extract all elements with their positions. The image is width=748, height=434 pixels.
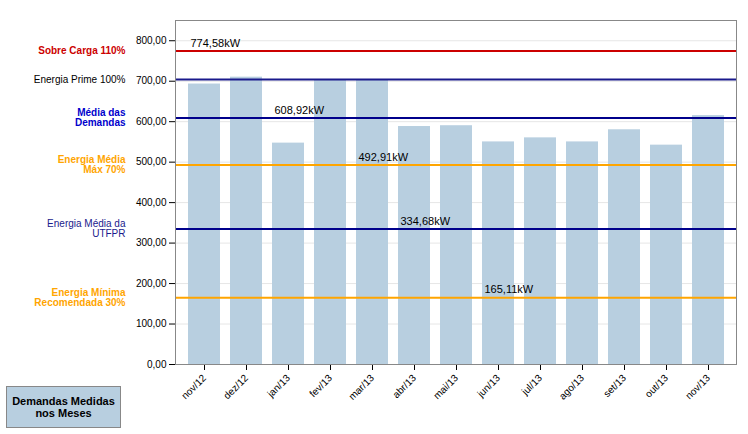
svg-text:774,58kW: 774,58kW [191,37,241,49]
svg-text:Média dasDemandas: Média dasDemandas [75,107,126,128]
svg-text:fev/13: fev/13 [307,372,334,399]
svg-text:out/13: out/13 [643,372,671,400]
svg-text:nov/13: nov/13 [683,372,712,401]
svg-text:0,00: 0,00 [147,359,167,370]
svg-text:dez/12: dez/12 [221,372,250,401]
svg-text:700,00: 700,00 [136,75,167,86]
svg-text:800,00: 800,00 [136,35,167,46]
svg-text:Energia MédiaMáx 70%: Energia MédiaMáx 70% [58,154,126,175]
svg-text:Energia Prime 100%: Energia Prime 100% [34,74,126,85]
svg-text:200,00: 200,00 [136,278,167,289]
svg-text:608,92kW: 608,92kW [275,104,325,116]
svg-text:100,00: 100,00 [136,318,167,329]
svg-text:jan/13: jan/13 [264,372,292,400]
svg-text:Energia Média daUTFPR: Energia Média daUTFPR [47,218,126,239]
svg-text:jul/13: jul/13 [519,372,545,398]
svg-text:jun/13: jun/13 [474,372,502,400]
svg-text:abr/13: abr/13 [390,372,418,400]
svg-text:400,00: 400,00 [136,197,167,208]
svg-text:492,91kW: 492,91kW [359,151,409,163]
svg-text:334,68kW: 334,68kW [401,215,451,227]
svg-text:Sobre Carga 110%: Sobre Carga 110% [38,45,125,56]
svg-text:mai/13: mai/13 [431,372,460,401]
svg-text:nov/12: nov/12 [179,372,208,401]
svg-text:Energia MínimaRecomendada 30%: Energia MínimaRecomendada 30% [34,287,126,308]
svg-text:600,00: 600,00 [136,116,167,127]
svg-text:300,00: 300,00 [136,237,167,248]
html-text:Demandas Medidas nos Meses: Demandas Medidas nos Meses [12,395,115,419]
svg-text:mar/13: mar/13 [346,372,376,402]
svg-text:165,11kW: 165,11kW [485,283,534,295]
svg-text:ago/13: ago/13 [557,372,587,402]
svg-text:500,00: 500,00 [136,156,167,167]
svg-text:set/13: set/13 [601,372,628,399]
